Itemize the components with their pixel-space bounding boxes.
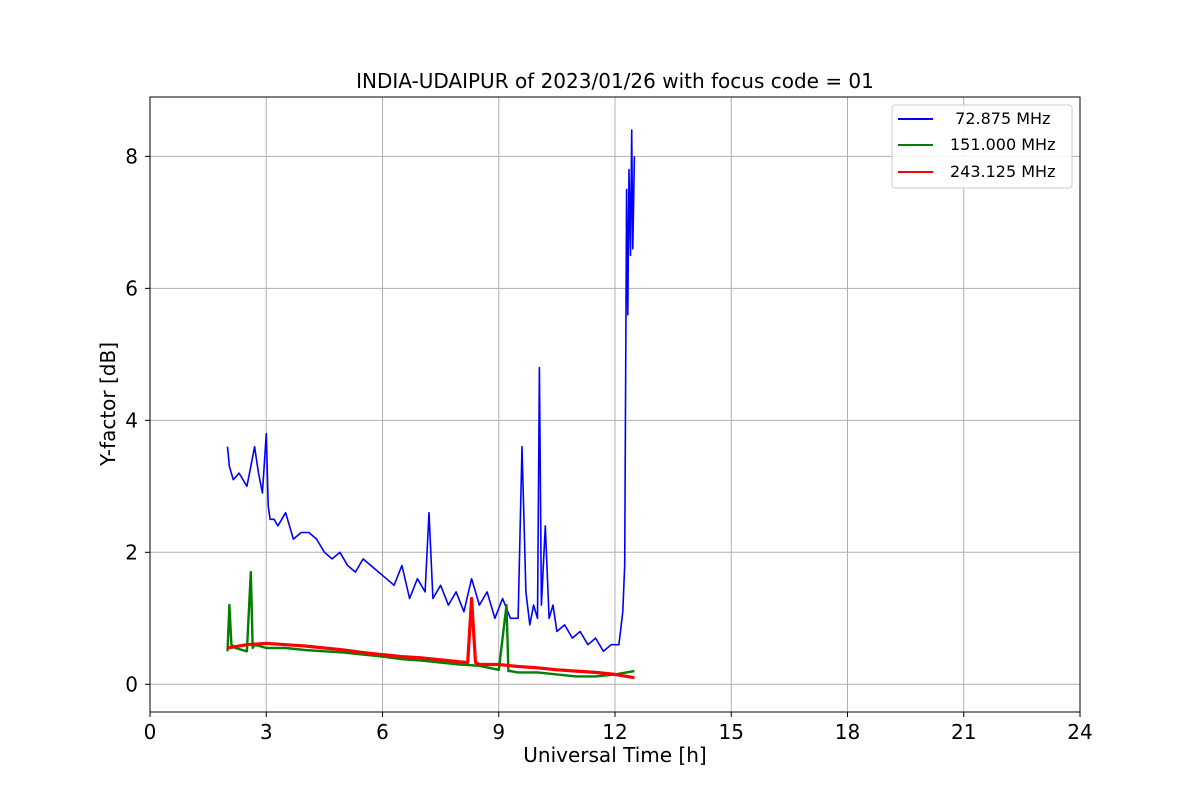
legend-box bbox=[891, 104, 1073, 189]
x-tick-label: 9 bbox=[492, 720, 505, 744]
x-tick-label: 6 bbox=[376, 720, 389, 744]
chart-title: INDIA-UDAIPUR of 2023/01/26 with focus c… bbox=[356, 69, 874, 93]
x-tick-label: 24 bbox=[1067, 720, 1092, 744]
y-tick-label: 6 bbox=[125, 276, 138, 300]
x-tick-label: 15 bbox=[719, 720, 744, 744]
y-tick-label: 0 bbox=[125, 672, 138, 696]
x-axis-title: Universal Time [h] bbox=[523, 743, 706, 767]
series-layer bbox=[226, 129, 636, 680]
grid-layer bbox=[149, 97, 1081, 712]
x-tick-label: 3 bbox=[260, 720, 273, 744]
y-axis-title: Y-factor [dB] bbox=[96, 342, 120, 467]
x-tick-label: 21 bbox=[951, 720, 976, 744]
legend-label-series-2: 151.000 MHz bbox=[950, 135, 1055, 154]
legend: 72.875 MHz 151.000 MHz 243.125 MHz bbox=[891, 104, 1073, 189]
series-line-3 bbox=[227, 596, 635, 680]
y-tick-label: 4 bbox=[125, 408, 138, 432]
x-tick-label: 0 bbox=[144, 720, 157, 744]
series-line-2 bbox=[226, 570, 635, 678]
series-line-1 bbox=[226, 129, 636, 653]
legend-label-series-3: 243.125 MHz bbox=[950, 162, 1055, 181]
legend-label-series-1: 72.875 MHz bbox=[945, 109, 1050, 128]
x-tick-label: 12 bbox=[602, 720, 627, 744]
y-tick-label: 8 bbox=[125, 144, 138, 168]
x-tick-label: 18 bbox=[835, 720, 860, 744]
y-tick-label: 2 bbox=[125, 540, 138, 564]
